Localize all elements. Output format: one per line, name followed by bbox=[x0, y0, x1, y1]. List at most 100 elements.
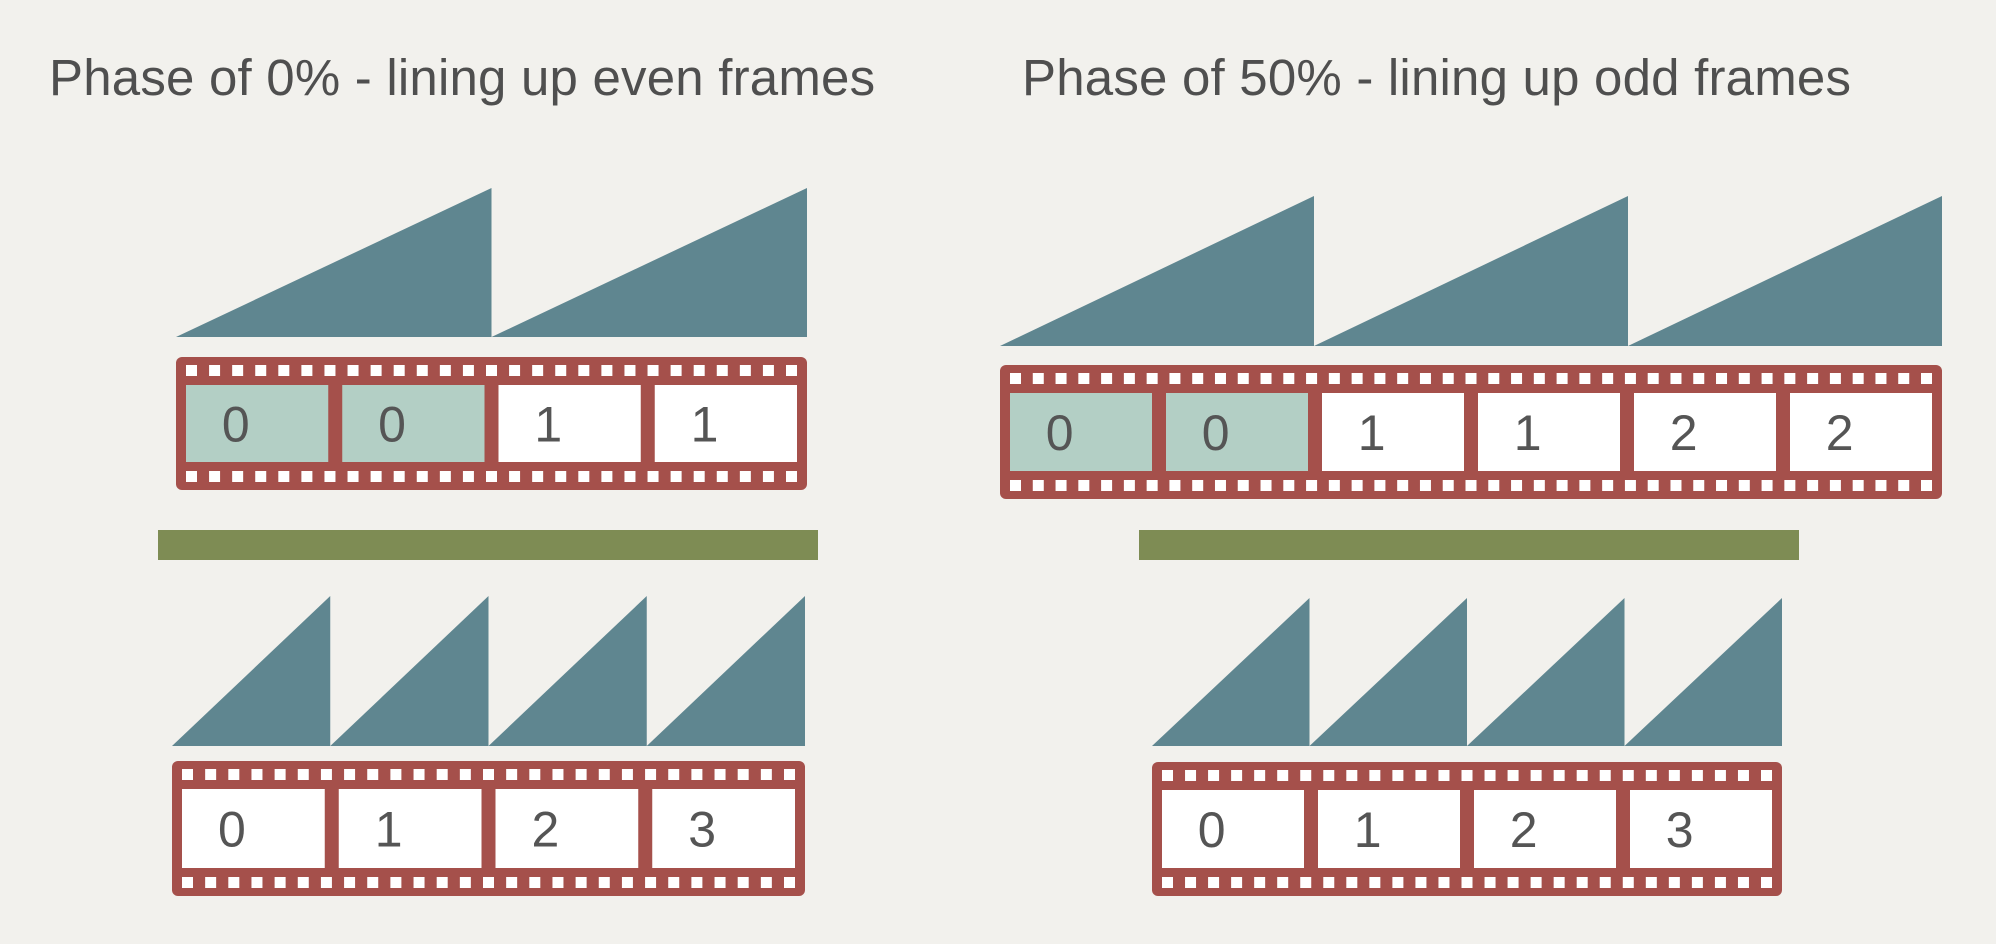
right-top-sprocket-hole bbox=[1374, 480, 1386, 491]
left-bottom-sprocket-hole bbox=[367, 877, 379, 888]
right-top-frame-highlighted bbox=[1166, 393, 1308, 471]
right-bottom-sprocket-hole bbox=[1714, 770, 1726, 781]
right-top-sprocket-hole bbox=[1010, 480, 1021, 491]
left-bottom-film-strip: 0 1 2 3 bbox=[172, 761, 805, 896]
panel-title-right: Phase of 50% - lining up odd frames bbox=[1022, 49, 1852, 106]
right-top-sprocket-hole bbox=[1442, 373, 1454, 384]
right-top-sprocket-hole bbox=[1624, 480, 1636, 491]
left-top-sprocket-hole bbox=[232, 365, 244, 376]
right-top-sprocket-hole bbox=[1169, 373, 1181, 384]
left-bottom-sprocket-hole bbox=[205, 877, 217, 888]
right-top-frame-label: 0 bbox=[1202, 405, 1230, 461]
right-top-sprocket-hole bbox=[1738, 373, 1750, 384]
left-top-sprocket-hole bbox=[186, 365, 197, 376]
left-bottom-sprocket-hole bbox=[182, 877, 193, 888]
left-bottom-sprocket-hole bbox=[668, 877, 680, 888]
right-top-sprocket-hole bbox=[1101, 480, 1113, 491]
right-top-sprocket-hole bbox=[1465, 480, 1477, 491]
left-bottom-sprocket-hole bbox=[274, 769, 286, 780]
right-top-sprocket-hole bbox=[1511, 373, 1523, 384]
left-top-sprocket-hole bbox=[624, 365, 636, 376]
left-bottom-sprocket-hole bbox=[529, 877, 541, 888]
right-bottom-sprocket-hole bbox=[1415, 770, 1427, 781]
right-top-sprocket-hole bbox=[1078, 480, 1090, 491]
left-top-sprocket-hole bbox=[532, 471, 544, 482]
right-top-sprocket-hole bbox=[1374, 373, 1386, 384]
left-bottom-sprocket-hole bbox=[297, 877, 309, 888]
right-top-frame-label: 2 bbox=[1826, 405, 1854, 461]
left-bottom-frame-label: 0 bbox=[218, 802, 246, 858]
right-top-sprocket-hole bbox=[1351, 480, 1363, 491]
left-top-sprocket-hole bbox=[647, 365, 659, 376]
left-bottom-frame bbox=[652, 789, 795, 868]
left-top-sprocket-hole bbox=[255, 471, 267, 482]
right-bottom-sprocket-hole bbox=[1185, 770, 1197, 781]
left-bottom-sprocket-hole bbox=[297, 769, 309, 780]
right-top-sprocket-hole bbox=[1283, 480, 1295, 491]
right-top-sprocket-hole bbox=[1761, 373, 1773, 384]
right-bottom-sprocket-hole bbox=[1553, 770, 1565, 781]
left-top-sprocket-hole bbox=[509, 365, 521, 376]
left-bottom-sprocket-hole bbox=[691, 769, 703, 780]
left-top-sprocket-hole bbox=[716, 471, 728, 482]
right-top-sprocket-hole bbox=[1716, 373, 1728, 384]
left-bottom-sprocket-hole bbox=[205, 769, 217, 780]
left-bottom-sprocket-hole bbox=[598, 877, 610, 888]
right-bottom-sprocket-hole bbox=[1599, 877, 1611, 888]
left-top-sprocket-hole bbox=[209, 365, 221, 376]
left-bottom-sprocket-hole bbox=[413, 877, 425, 888]
left-bottom-sprocket-hole bbox=[483, 877, 494, 888]
right-top-frame bbox=[1322, 393, 1464, 471]
left-bottom-sprocket-hole bbox=[413, 769, 425, 780]
right-top-sprocket-hole bbox=[1123, 480, 1135, 491]
left-top-sprocket-hole bbox=[462, 365, 474, 376]
left-top-frame-label: 1 bbox=[691, 397, 719, 453]
left-top-sprocket-hole bbox=[370, 471, 382, 482]
right-top-sawtooth-wave bbox=[1000, 196, 1942, 346]
left-top-sprocket-hole bbox=[416, 365, 428, 376]
right-top-sprocket-hole bbox=[1032, 373, 1044, 384]
left-top-frame-highlighted bbox=[342, 385, 485, 462]
right-top-sprocket-hole bbox=[1260, 480, 1272, 491]
right-top-sprocket-hole bbox=[1761, 480, 1773, 491]
left-bottom-sprocket-hole bbox=[182, 769, 193, 780]
left-bottom-wave-tooth bbox=[172, 596, 331, 746]
right-top-sprocket-hole bbox=[1032, 480, 1044, 491]
right-top-sprocket-hole bbox=[1442, 480, 1454, 491]
left-top-sprocket-hole bbox=[278, 471, 290, 482]
right-top-sprocket-hole bbox=[1146, 480, 1158, 491]
left-top-sprocket-hole bbox=[624, 471, 636, 482]
left-top-frame bbox=[498, 385, 641, 462]
right-top-sprocket-hole bbox=[1670, 480, 1682, 491]
left-bottom-sprocket-hole bbox=[552, 877, 564, 888]
left-bottom-sprocket-hole bbox=[621, 769, 633, 780]
right-bottom-sprocket-hole bbox=[1369, 770, 1381, 781]
right-top-sprocket-hole bbox=[1807, 480, 1819, 491]
left-bottom-sprocket-hole bbox=[483, 769, 494, 780]
right-bottom-sprocket-hole bbox=[1668, 770, 1680, 781]
right-top-sprocket-hole bbox=[1784, 480, 1796, 491]
left-top-sprocket-hole bbox=[555, 365, 567, 376]
left-bottom-sprocket-hole bbox=[784, 769, 795, 780]
right-bottom-sprocket-hole bbox=[1369, 877, 1381, 888]
right-bottom-film-strip: 0 1 2 3 bbox=[1152, 762, 1782, 896]
left-top-sprocket-hole bbox=[601, 471, 613, 482]
right-bottom-sprocket-hole bbox=[1576, 877, 1588, 888]
right-bottom-frame bbox=[1162, 790, 1304, 868]
left-top-sprocket-hole bbox=[762, 365, 774, 376]
left-bottom-sprocket-hole bbox=[760, 769, 772, 780]
left-top-sprocket-hole bbox=[647, 471, 659, 482]
right-bottom-sprocket-hole bbox=[1300, 770, 1312, 781]
right-top-sprocket-hole bbox=[1852, 480, 1864, 491]
right-top-sprocket-hole bbox=[1533, 480, 1545, 491]
left-top-sprocket-hole bbox=[601, 365, 613, 376]
right-top-frame bbox=[1790, 393, 1932, 471]
right-bottom-sprocket-hole bbox=[1346, 770, 1358, 781]
right-top-sprocket-hole bbox=[1488, 480, 1500, 491]
right-top-sprocket-hole bbox=[1829, 373, 1841, 384]
left-bottom-frame bbox=[338, 789, 482, 868]
right-top-sprocket-hole bbox=[1260, 373, 1272, 384]
right-bottom-sprocket-hole bbox=[1691, 877, 1703, 888]
right-bottom-sprocket-hole bbox=[1323, 770, 1335, 781]
right-top-sprocket-hole bbox=[1738, 480, 1750, 491]
